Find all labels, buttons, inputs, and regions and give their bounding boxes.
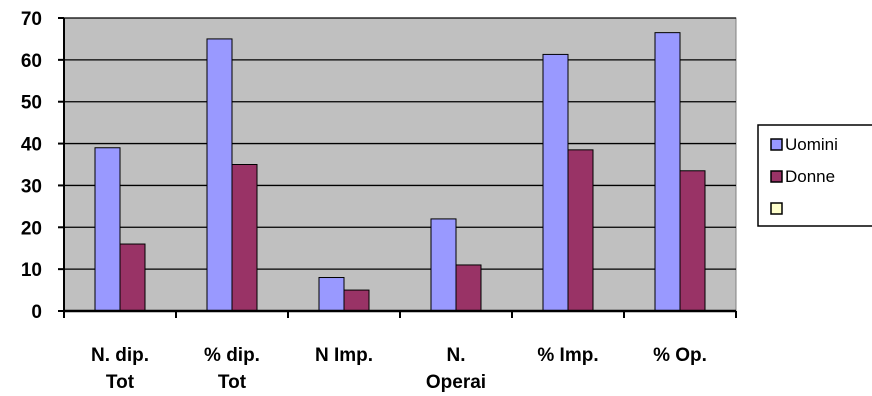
y-tick-label: 60 <box>21 51 42 72</box>
x-tick-labels: N. dip. Tot % dip. Tot N Imp. N. Operai % Imp.%… <box>91 345 707 393</box>
y-tick-label: 20 <box>21 218 42 239</box>
legend-swatch <box>770 202 783 215</box>
x-tick-label: N. <box>447 345 466 366</box>
bar-donne <box>343 289 370 312</box>
legend-swatch <box>770 170 783 183</box>
bars <box>94 32 706 312</box>
x-tick-label: % Imp. <box>537 345 598 366</box>
bar-donne <box>567 149 594 312</box>
x-tick-label: Operai <box>426 372 486 393</box>
bar-uomini <box>318 277 345 312</box>
y-tick-label: 10 <box>21 260 42 281</box>
x-tick-label: Tot <box>106 372 135 393</box>
bar-donne <box>231 164 258 312</box>
axes <box>58 17 737 318</box>
y-tick-label: 70 <box>21 9 42 30</box>
x-tick-label: N Imp. <box>315 345 373 366</box>
bar-donne <box>455 264 482 312</box>
legend-label: Donne <box>785 167 835 186</box>
x-tick-label: % dip. <box>204 345 260 366</box>
bar-donne <box>119 243 146 312</box>
bar-uomini <box>94 147 121 312</box>
bar-donne <box>679 170 706 312</box>
y-tick-label: 0 <box>31 302 42 323</box>
x-tick-label: % Op. <box>653 345 707 366</box>
legend-swatch <box>770 138 783 151</box>
gridlines <box>64 17 736 270</box>
bar-uomini <box>430 218 457 312</box>
y-tick-label: 40 <box>21 135 42 156</box>
x-tick-label: Tot <box>218 372 247 393</box>
plot-area <box>63 17 737 312</box>
y-tick-label: 30 <box>21 176 42 197</box>
legend-label: Uomini <box>785 135 838 154</box>
y-tick-labels: 0 10 20 30 40 50 60 70 <box>21 9 42 323</box>
bar-uomini <box>542 53 569 312</box>
x-tick-label: N. dip. <box>91 345 149 366</box>
y-tick-label: 50 <box>21 93 42 114</box>
bar-uomini <box>654 32 681 312</box>
bar-uomini <box>206 38 233 312</box>
legend: Uomini Donne <box>757 124 872 227</box>
